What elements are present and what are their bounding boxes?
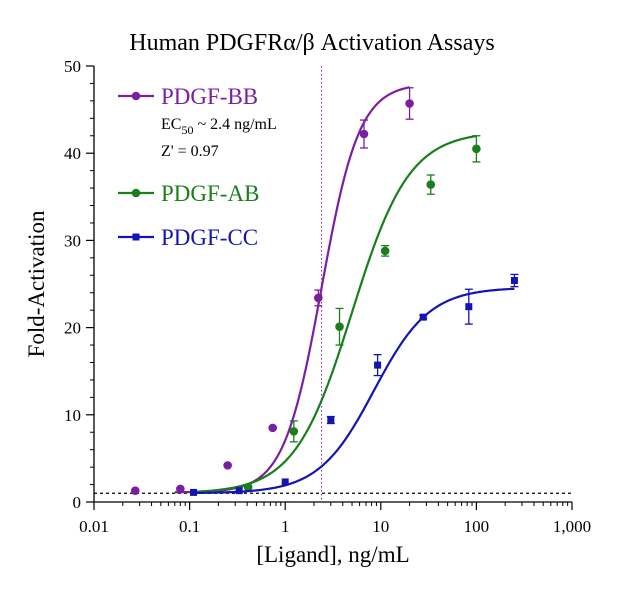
legend-item-pdgf-ab: PDGF-AB — [118, 181, 259, 206]
fit-curve — [189, 134, 477, 494]
x-tick-label: 100 — [464, 517, 490, 536]
legend-swatch-marker — [131, 91, 141, 101]
legend-item-pdgf-bb: PDGF-BB — [118, 84, 258, 109]
data-point — [268, 423, 277, 433]
x-tick-label: 0.1 — [179, 517, 200, 536]
ec50-annotation: EC50 ~ 2.4 ng/mL — [161, 116, 277, 137]
x-axis-ticks: 0.01 0.1 1 10 100 1,000 — [79, 502, 591, 536]
ec50-suffix: ~ 2.4 ng/mL — [193, 116, 276, 133]
y-axis-title: Fold-Activation — [24, 210, 49, 357]
legend: PDGF-BB PDGF-AB PDGF-CC — [118, 84, 259, 250]
y-axis-ticks: 0 10 20 30 40 50 — [64, 57, 94, 512]
legend-label: PDGF-BB — [161, 84, 258, 109]
fit-curve — [197, 287, 515, 495]
y-tick-label: 0 — [73, 493, 82, 512]
x-tick-label: 1,000 — [553, 517, 591, 536]
legend-item-pdgf-cc: PDGF-CC — [118, 225, 258, 250]
chart-title: Human PDGFRα/β Activation Assays — [129, 30, 494, 56]
data-series — [130, 86, 519, 496]
y-tick-label: 10 — [64, 406, 81, 425]
legend-swatch-marker — [132, 233, 140, 241]
y-tick-label: 50 — [64, 57, 81, 76]
data-point — [289, 427, 299, 436]
data-point — [380, 246, 390, 256]
data-point — [359, 129, 369, 139]
data-point — [130, 486, 140, 495]
data-point — [190, 488, 198, 496]
y-tick-label: 40 — [64, 144, 81, 163]
data-point — [243, 482, 253, 492]
x-tick-label: 10 — [372, 517, 389, 536]
data-point — [223, 461, 232, 470]
data-point — [176, 484, 185, 494]
legend-swatch-marker — [131, 188, 141, 198]
legend-label: PDGF-CC — [161, 225, 258, 250]
data-point — [374, 361, 382, 369]
ec50-subscript: 50 — [181, 123, 193, 137]
data-point — [465, 303, 473, 311]
data-point — [419, 313, 427, 321]
series-pdgf-cc — [190, 273, 519, 496]
y-tick-label: 20 — [64, 319, 81, 338]
annotations: EC50 ~ 2.4 ng/mL Z' = 0.97 — [161, 116, 277, 160]
legend-label: PDGF-AB — [161, 181, 259, 206]
x-axis-title: [Ligand], ng/mL — [256, 542, 409, 567]
data-point — [510, 277, 518, 285]
data-point — [314, 293, 323, 303]
data-point — [405, 99, 414, 108]
data-point — [472, 144, 481, 154]
data-point — [235, 487, 243, 495]
x-tick-label: 1 — [281, 517, 290, 536]
data-point — [426, 180, 436, 189]
axes — [93, 66, 572, 503]
data-point — [335, 322, 344, 332]
data-point — [327, 416, 335, 424]
ec50-prefix: EC — [161, 116, 181, 133]
y-tick-label: 30 — [64, 231, 81, 250]
data-point — [281, 478, 289, 486]
x-tick-label: 0.01 — [79, 517, 109, 536]
series-pdgf-ab — [189, 134, 481, 494]
zprime-annotation: Z' = 0.97 — [161, 143, 219, 160]
reference-lines — [94, 66, 572, 502]
